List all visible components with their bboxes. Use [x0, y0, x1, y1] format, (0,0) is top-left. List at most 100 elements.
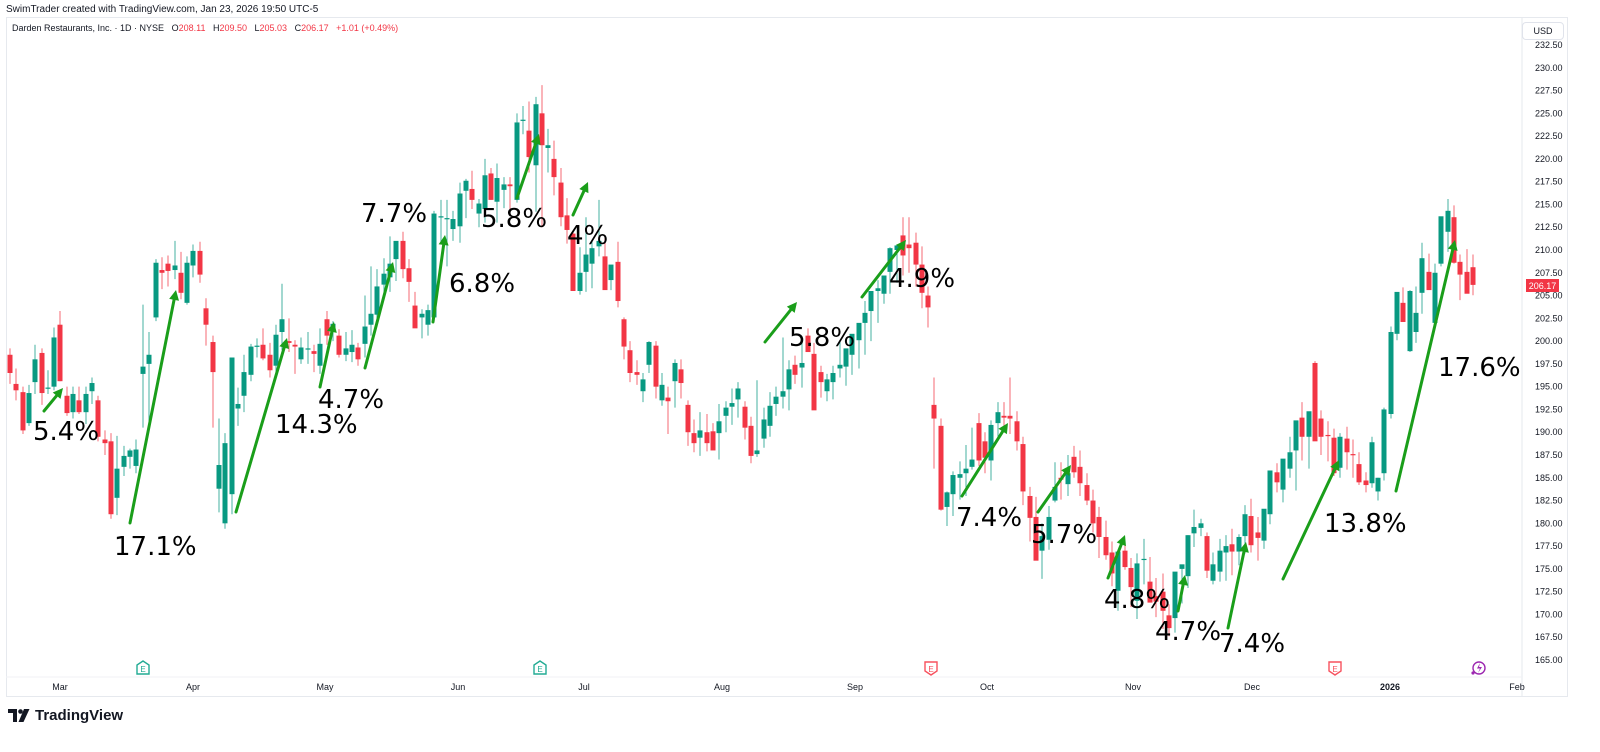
price-tick-label: 202.50: [1535, 313, 1563, 323]
time-tick-label: Sep: [847, 682, 863, 692]
candle: [1084, 473, 1090, 506]
candle: [76, 386, 82, 414]
candle: [1191, 509, 1197, 548]
candle: [197, 241, 203, 283]
candle: [1432, 263, 1438, 329]
price-tick-label: 222.50: [1535, 131, 1563, 141]
candle: [381, 258, 387, 292]
candle: [786, 360, 792, 411]
price-tick-label: 180.00: [1535, 518, 1563, 528]
candle: [514, 113, 520, 203]
candle: [406, 259, 412, 302]
arrow-icon: [1176, 583, 1185, 613]
time-tick-label: Dec: [1244, 682, 1261, 692]
candle: [1223, 535, 1229, 581]
candle: [203, 298, 209, 346]
earnings-icon[interactable]: E: [136, 660, 150, 675]
arrow-icon: [1106, 542, 1123, 580]
candle: [1394, 291, 1400, 341]
candle: [210, 335, 216, 428]
candle: [64, 386, 70, 416]
candle: [881, 275, 887, 304]
percent-move-annotation: 17.6%: [1394, 240, 1521, 493]
percent-label: 5.7%: [1031, 520, 1097, 550]
candle: [178, 251, 184, 300]
candle: [767, 392, 773, 437]
time-tick-label: Apr: [186, 682, 200, 692]
price-tick-label: 192.50: [1535, 404, 1563, 414]
currency-label[interactable]: USD: [1522, 22, 1564, 40]
candle: [627, 341, 633, 383]
candle: [1280, 458, 1286, 503]
candle: [1445, 198, 1451, 252]
candle: [621, 317, 627, 360]
chart-frame[interactable]: [6, 17, 1568, 697]
candle: [1153, 577, 1159, 618]
percent-label: 4%: [567, 221, 608, 251]
candle: [184, 256, 190, 305]
candle: [248, 343, 254, 382]
candle: [400, 231, 406, 279]
price-tick-label: 167.50: [1535, 632, 1563, 642]
percent-move-annotation: 7.7%: [361, 199, 427, 370]
price-tick-label: 205.00: [1535, 291, 1563, 301]
candle: [856, 322, 862, 369]
candle: [476, 198, 482, 228]
percent-label: 4.9%: [889, 264, 955, 294]
candle: [235, 387, 241, 426]
percent-move-annotation: 7.4%: [1219, 542, 1285, 659]
price-tick-label: 217.50: [1535, 177, 1563, 187]
candle: [1356, 452, 1362, 486]
low-value: 205.03: [259, 23, 288, 33]
price-tick-label: 165.00: [1535, 655, 1563, 665]
candle: [39, 348, 45, 405]
price-axis[interactable]: 232.50 230.00 227.50 225.00 222.50 220.00 217.…: [1521, 18, 1563, 696]
candle: [824, 373, 830, 402]
dividend-icon[interactable]: [1471, 661, 1486, 675]
candle: [672, 359, 678, 408]
close-label: C: [294, 23, 302, 33]
time-tick-label: May: [316, 682, 334, 692]
candle: [292, 340, 298, 374]
candle: [482, 158, 488, 223]
percent-label: 7.7%: [361, 199, 427, 229]
candle: [969, 427, 975, 470]
candle: [1141, 538, 1147, 585]
price-tick-label: 225.00: [1535, 108, 1563, 118]
candle: [311, 344, 317, 373]
candle: [685, 400, 691, 446]
symbol-title[interactable]: Darden Restaurants, Inc. · 1D · NYSE: [12, 23, 165, 33]
candle: [324, 311, 330, 345]
candle: [1033, 496, 1039, 561]
candle: [1350, 439, 1356, 478]
candle: [1457, 254, 1463, 301]
tradingview-logo-icon: [8, 708, 30, 722]
candle: [862, 301, 868, 355]
candle: [45, 370, 51, 394]
candle: [1204, 532, 1210, 578]
earnings-icon[interactable]: E: [924, 661, 938, 676]
candle: [159, 257, 165, 290]
candle: [995, 402, 1001, 437]
candle: [1077, 450, 1083, 496]
candle: [608, 264, 614, 291]
percent-move-annotation: 7.4%: [956, 423, 1022, 533]
candle: [273, 324, 279, 378]
candle: [172, 240, 178, 280]
candle: [925, 286, 931, 328]
candle: [1344, 426, 1350, 470]
candle: [1388, 326, 1394, 419]
candle: [450, 210, 456, 241]
candle: [780, 337, 786, 409]
percent-label: 14.3%: [275, 410, 358, 440]
percent-move-annotation: 4.9%: [860, 240, 955, 299]
candle: [469, 170, 475, 209]
earnings-icon[interactable]: E: [533, 660, 547, 675]
time-axis[interactable]: Mar Apr May Jun Jul Aug Sep Oct Nov Dec 2026 Feb: [6, 676, 1525, 692]
candle: [95, 395, 101, 442]
candle: [545, 128, 551, 173]
earnings-icon[interactable]: E: [1328, 661, 1342, 676]
percent-move-annotation: 4%: [567, 182, 608, 251]
